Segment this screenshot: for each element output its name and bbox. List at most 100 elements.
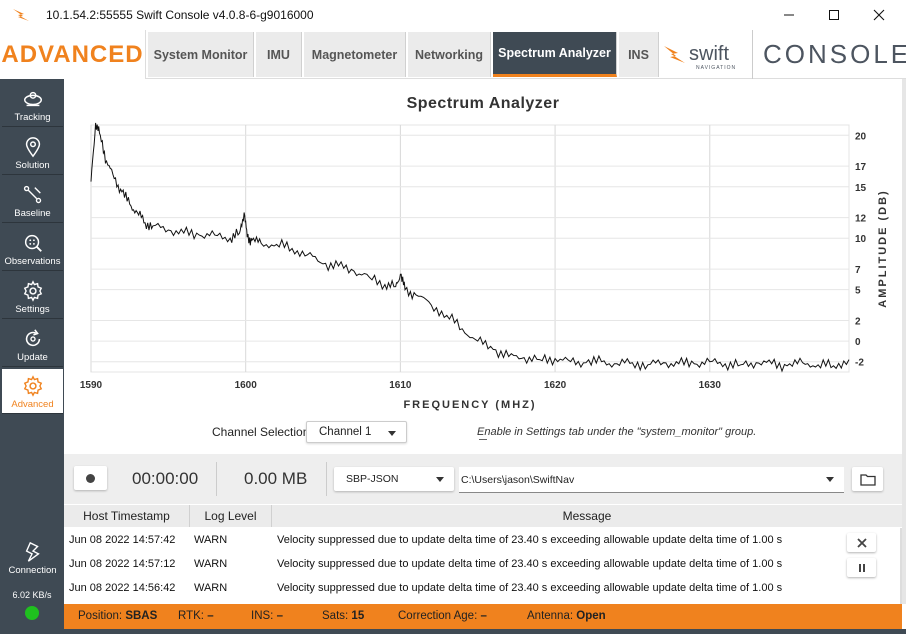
close-button[interactable] xyxy=(856,0,902,30)
y-tick-label: -2 xyxy=(855,358,864,369)
sidebar-item-label: Advanced xyxy=(11,399,53,410)
page-scrollbar[interactable] xyxy=(902,79,906,604)
status-ins: INS: – xyxy=(251,610,283,622)
tab-magnetometer[interactable]: Magnetometer xyxy=(304,32,406,77)
y-axis-label: AMPLITUDE (DB) xyxy=(877,189,889,307)
y-tick-label: 2 xyxy=(855,317,861,328)
sidebar-item-update[interactable]: Update xyxy=(2,321,63,367)
log-message: Velocity suppressed due to update delta … xyxy=(277,534,782,546)
connection-button[interactable]: Connection xyxy=(2,533,63,579)
status-rtk: RTK: – xyxy=(178,610,214,622)
observations-icon xyxy=(22,232,44,254)
maximize-icon xyxy=(828,9,840,21)
log-format-value: SBP-JSON xyxy=(346,473,399,485)
record-icon xyxy=(86,474,95,483)
swift-logo-icon xyxy=(12,8,30,22)
status-antenna: Antenna: Open xyxy=(527,610,606,622)
status-position: Position: SBAS xyxy=(78,610,157,622)
y-tick-label: 0 xyxy=(855,337,861,348)
column-header-level[interactable]: Log Level xyxy=(190,505,272,527)
status-bar: Position: SBAS RTK: – INS: – Sats: 15 Co… xyxy=(64,604,902,629)
close-icon xyxy=(857,538,867,548)
status-value: 15 xyxy=(351,610,364,622)
clear-log-button[interactable] xyxy=(847,533,876,552)
log-timestamp: Jun 08 2022 14:56:42 xyxy=(69,582,175,594)
column-header-timestamp[interactable]: Host Timestamp xyxy=(64,505,190,527)
location-pin-icon xyxy=(22,136,44,158)
status-label: Sats: xyxy=(322,610,348,622)
bottom-strip xyxy=(64,629,906,634)
x-tick-label: 1590 xyxy=(80,380,103,391)
maximize-button[interactable] xyxy=(811,0,857,30)
minimize-button[interactable] xyxy=(766,0,812,30)
baseline-icon xyxy=(22,184,44,206)
sidebar-item-advanced[interactable]: Advanced xyxy=(2,369,63,414)
browse-folder-button[interactable] xyxy=(852,467,883,491)
sidebar-item-settings[interactable]: Settings xyxy=(2,273,63,319)
divider xyxy=(326,462,327,496)
channel-select[interactable]: Channel 1 xyxy=(306,421,407,443)
recording-bar: 00:00:00 0.00 MB SBP-JSON C:\Users\jason… xyxy=(64,454,902,504)
log-path-value: C:\Users\jason\SwiftNav xyxy=(461,474,574,486)
advanced-gear-icon xyxy=(22,375,44,397)
log-table-header: Host Timestamp Log Level Message xyxy=(64,505,902,527)
status-label: Correction Age: xyxy=(398,610,477,622)
log-row: Jun 08 2022 14:57:42 WARN Velocity suppr… xyxy=(64,528,834,552)
swift-navigation-logo: swift NAVIGATION xyxy=(660,36,740,74)
pause-log-button[interactable] xyxy=(847,558,876,577)
tab-system-monitor[interactable]: System Monitor xyxy=(148,32,254,77)
status-correction-age: Correction Age: – xyxy=(398,610,487,622)
log-format-select[interactable]: SBP-JSON xyxy=(334,467,454,491)
log-row: Jun 08 2022 14:56:42 WARN Velocity suppr… xyxy=(64,576,834,600)
tracking-icon xyxy=(22,88,44,110)
sidebar: Tracking Solution Baseline Observations … xyxy=(0,79,64,634)
y-tick-label: 15 xyxy=(855,183,867,194)
sidebar-item-label: Solution xyxy=(15,160,49,171)
y-tick-label: 7 xyxy=(855,265,861,276)
channel-selection-label: Channel Selection: xyxy=(212,425,313,439)
log-timestamp: Jun 08 2022 14:57:42 xyxy=(69,534,175,546)
data-rate: 6.02 KB/s xyxy=(0,590,64,600)
sidebar-item-baseline[interactable]: Baseline xyxy=(2,177,63,223)
connection-label: Connection xyxy=(8,565,56,576)
window-title: 10.1.54.2:55555 Swift Console v4.0.8-6-g… xyxy=(46,8,314,22)
status-value: Open xyxy=(576,610,605,622)
logo-word: swift xyxy=(689,43,729,65)
y-tick-label: 5 xyxy=(855,286,861,297)
section-brand: ADVANCED xyxy=(0,30,146,79)
log-path-select[interactable]: C:\Users\jason\SwiftNav xyxy=(459,467,844,493)
y-tick-label: 10 xyxy=(855,234,867,245)
y-tick-label: 20 xyxy=(855,131,867,142)
spectrum-chart: 1590 1600 1610 1620 163020171512107520-2FREQ… xyxy=(64,79,902,419)
recording-size: 0.00 MB xyxy=(244,469,307,489)
tab-spectrum-analyzer[interactable]: Spectrum Analyzer xyxy=(493,32,617,77)
column-header-message[interactable]: Message xyxy=(272,505,902,527)
status-label: INS: xyxy=(251,610,273,622)
log-level: WARN xyxy=(194,582,227,594)
tab-bar: ADVANCED System Monitor IMU Magnetometer… xyxy=(0,30,906,79)
recording-elapsed: 00:00:00 xyxy=(132,469,198,489)
status-value: – xyxy=(480,610,486,622)
log-level: WARN xyxy=(194,534,227,546)
log-level: WARN xyxy=(194,558,227,570)
sidebar-item-label: Settings xyxy=(15,304,49,315)
record-button[interactable] xyxy=(74,466,107,490)
console-wordmark: CONSOLE xyxy=(752,30,906,79)
status-value: SBAS xyxy=(125,610,157,622)
sidebar-item-tracking[interactable]: Tracking xyxy=(2,81,63,127)
settings-hint: Enable in Settings tab under the "system… xyxy=(477,426,756,438)
main-panel: Spectrum Analyzer 1590 1600 1610 1620 1630 20… xyxy=(64,79,902,604)
channel-select-value: Channel 1 xyxy=(319,426,371,438)
sidebar-item-solution[interactable]: Solution xyxy=(2,129,63,175)
x-tick-label: 1610 xyxy=(389,380,412,391)
status-label: Antenna: xyxy=(527,610,573,622)
tab-ins[interactable]: INS xyxy=(619,32,659,77)
tab-imu[interactable]: IMU xyxy=(256,32,302,77)
lightning-icon xyxy=(22,541,44,563)
status-value: – xyxy=(277,610,283,622)
gear-icon xyxy=(22,280,44,302)
sidebar-item-label: Baseline xyxy=(14,208,50,219)
sidebar-item-observations[interactable]: Observations xyxy=(2,225,63,271)
status-label: RTK: xyxy=(178,610,204,622)
tab-networking[interactable]: Networking xyxy=(408,32,491,77)
